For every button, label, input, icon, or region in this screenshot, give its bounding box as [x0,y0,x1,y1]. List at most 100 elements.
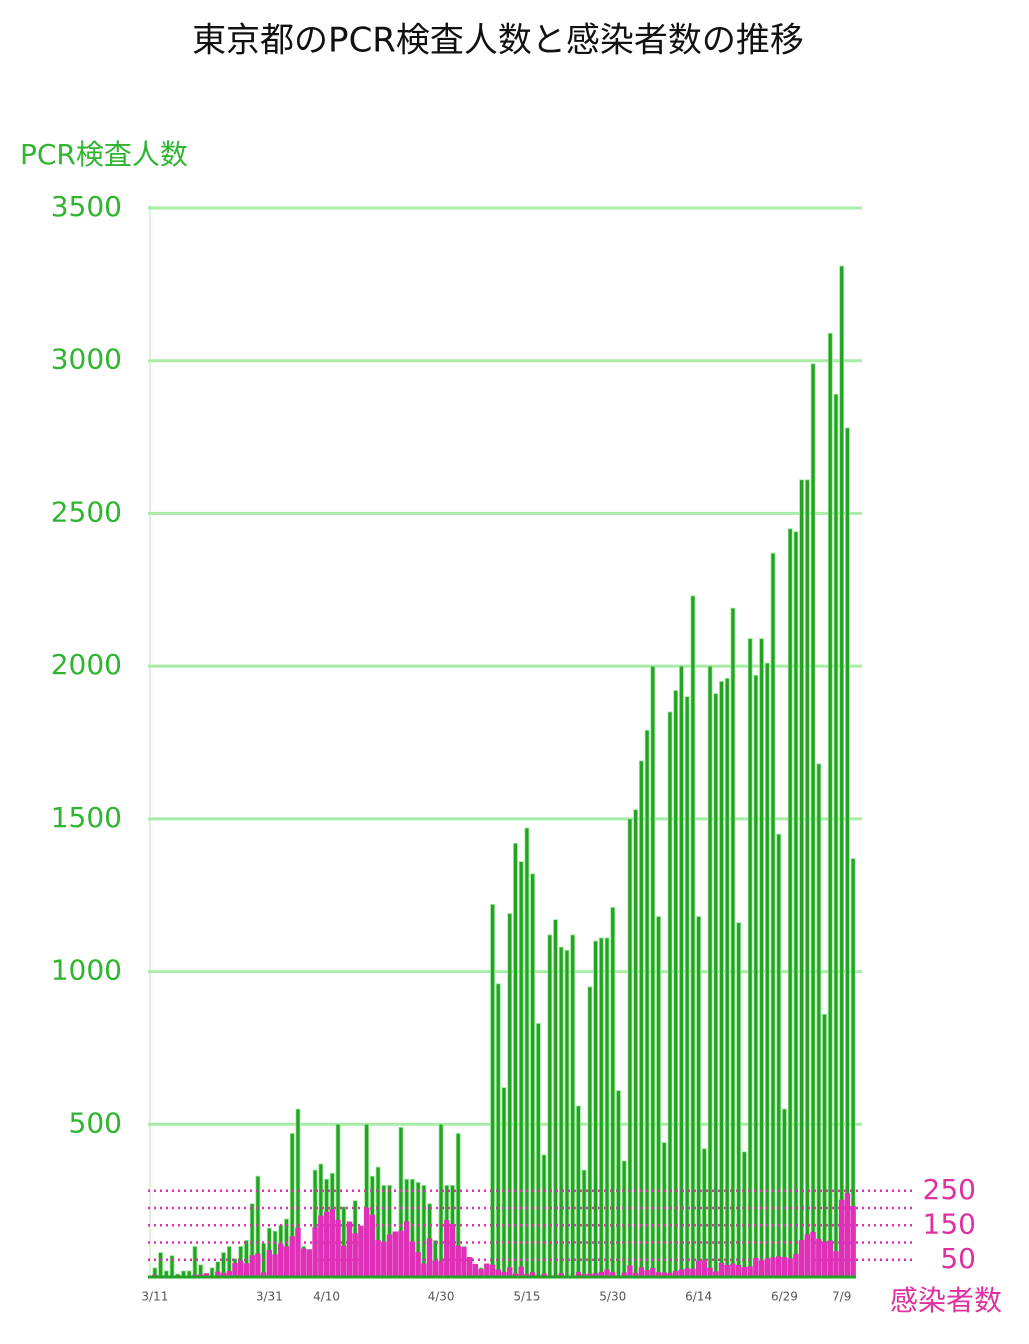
infection-bar [838,1199,845,1277]
infection-bar [850,1205,856,1277]
pcr-bar [587,986,593,1278]
infection-bar [764,1258,771,1277]
pcr-bar [713,693,719,1278]
infection-bar [421,1263,427,1277]
infection-bar [587,1273,593,1277]
infection-bar [260,1272,267,1277]
infection-bar [518,1266,524,1277]
infection-bar [403,1221,410,1277]
infection-bar [283,1246,290,1277]
pcr-bar [730,607,736,1278]
x-tick-label: 4/30 [428,1290,455,1304]
pcr-bar [787,528,793,1278]
infection-bar [249,1255,255,1277]
pcr-bar [650,665,656,1278]
infection-bar [512,1273,519,1277]
pcr-bar [736,922,742,1278]
infection-bar [289,1236,295,1277]
infection-bar [724,1264,730,1277]
infection-bar [226,1271,232,1277]
pcr-bar [576,1105,581,1278]
infection-bar [237,1260,244,1277]
infection-bar [695,1260,702,1277]
pcr-bar [638,760,644,1278]
pcr-bar [833,393,839,1278]
infection-bar [770,1257,776,1277]
pcr-bar [770,552,776,1278]
infection-bar [243,1263,250,1277]
infection-bar [478,1269,484,1277]
pcr-bar [661,1142,667,1278]
infection-bar [312,1227,318,1277]
pcr-bar [782,1108,787,1278]
infection-bar [415,1252,421,1277]
y-tick-label: 1500 [51,801,122,834]
pcr-bar [673,690,679,1278]
infection-bar [541,1273,547,1277]
infection-bar [203,1273,210,1277]
pcr-bar [679,665,684,1278]
pcr-bar [490,903,495,1278]
infection-bar [707,1267,713,1277]
infection-bar [215,1271,221,1277]
infection-bar [678,1269,685,1277]
infection-bar [793,1253,799,1277]
infection-bar [329,1209,336,1277]
x-tick-label: 7/9 [832,1290,851,1304]
pcr-bar [616,1090,621,1278]
x-tick-label: 5/30 [599,1290,626,1304]
infection-bar [484,1263,490,1277]
infection-bar [444,1220,450,1277]
y2-tick-label: 150 [923,1207,976,1240]
pcr-bar [793,531,799,1278]
y2-tick-label: 50 [940,1242,976,1275]
x-tick-label: 6/14 [685,1290,712,1304]
infection-bar [346,1221,353,1277]
x-tick-label: 5/15 [513,1290,540,1304]
infection-bar [592,1273,599,1277]
pcr-bar [804,479,810,1278]
pcr-bar [192,1246,198,1278]
pcr-bar [724,677,730,1278]
infection-bar [713,1271,719,1277]
pcr-bar [438,1123,444,1278]
infection-bar [816,1238,822,1277]
infection-bar [776,1256,782,1277]
infection-bar [426,1238,433,1277]
infection-bar [690,1268,696,1277]
pcr-bar [707,665,713,1278]
pcr-bar [690,595,696,1278]
infection-bar [449,1223,456,1277]
infection-bar [804,1234,811,1277]
x-tick-label: 3/31 [256,1290,283,1304]
infection-bar [266,1250,273,1277]
pcr-bar [822,1013,827,1278]
infection-bar [627,1265,633,1277]
y-tick-label: 2000 [51,648,122,681]
y-tick-label: 1000 [51,954,122,987]
infection-bar [432,1260,439,1277]
infection-bar [318,1215,324,1277]
y-tick-label: 3000 [51,343,122,376]
infection-bar [650,1268,656,1277]
pcr-bar [696,916,702,1278]
x-tick-label: 4/10 [313,1290,340,1304]
infection-bar [352,1233,358,1277]
chart-title: 東京都のPCR検査人数と感染者数の推移 [192,21,804,61]
infection-bar [632,1272,639,1277]
infection-bar [741,1266,748,1277]
pcr-bar [816,763,822,1278]
infection-bar [798,1240,805,1277]
infection-bar [392,1231,398,1277]
infection-bar [272,1254,278,1277]
infection-bar [844,1193,851,1277]
pcr-bar [719,681,724,1278]
infection-bar [386,1234,393,1277]
y2-axis-label: 感染者数 [890,1284,1002,1317]
infection-bar [438,1261,444,1277]
infection-bar [455,1245,461,1277]
infection-bar [661,1272,667,1277]
infection-bar [295,1227,301,1277]
pcr-bar [667,711,673,1278]
infection-bar [335,1219,341,1277]
